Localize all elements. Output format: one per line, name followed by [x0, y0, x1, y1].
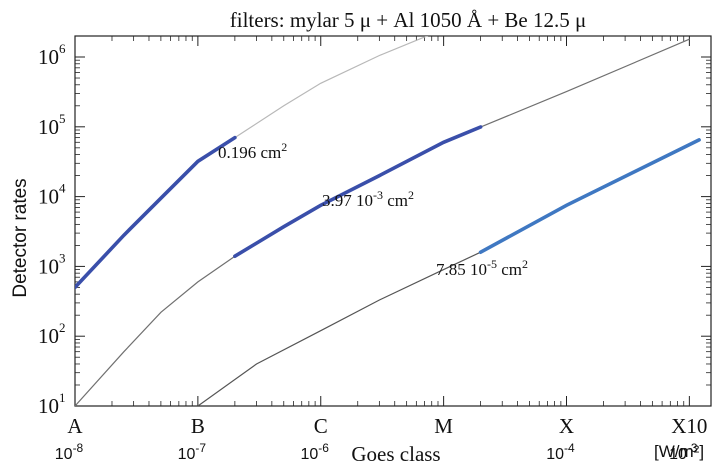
- y-axis-label: Detector rates: [10, 178, 31, 297]
- x-class-value: 10-6: [301, 441, 330, 463]
- x-class-letter: A: [67, 414, 83, 438]
- x-class-value: 10-8: [55, 441, 84, 463]
- y-tick-exponent: 5: [59, 111, 66, 126]
- series-highlight-2: [233, 125, 483, 258]
- x-class-letter: X10: [671, 414, 707, 438]
- series-highlight-1: [75, 135, 237, 290]
- series-line-2: [75, 38, 690, 406]
- x-class-letter: C: [314, 414, 328, 438]
- series-area-label-3: 7.85 10-5 cm2: [436, 257, 528, 279]
- x-class-value: 10-7: [178, 441, 207, 463]
- series-area-label-1: 0.196 cm2: [218, 140, 287, 162]
- y-tick-label: 10: [38, 394, 59, 418]
- y-tick-label: 10: [38, 254, 59, 278]
- y-tick-exponent: 4: [59, 181, 66, 196]
- series-highlight-3: [478, 138, 701, 254]
- y-tick-exponent: 3: [59, 250, 66, 265]
- x-class-letter: M: [434, 414, 453, 438]
- series-area-labels: 0.196 cm2 3.97 10-3 cm2 7.85 10-5 cm2: [218, 140, 528, 279]
- series-lines: [75, 36, 701, 406]
- x-class-value: 10-4: [546, 441, 575, 463]
- x-class-letter: B: [191, 414, 205, 438]
- chart-title: filters: mylar 5 μ + Al 1050 Å + Be 12.5…: [230, 8, 587, 32]
- y-tick-label: 10: [38, 324, 59, 348]
- x-axis-label: Goes class: [351, 442, 440, 466]
- y-tick-exponent: 2: [59, 320, 66, 335]
- y-tick-label: 10: [38, 45, 59, 69]
- plot-frame: [74, 35, 712, 407]
- y-tick-label: 10: [38, 115, 59, 139]
- y-tick-label: 10: [38, 185, 59, 209]
- x-unit-label: [W/m²]: [654, 442, 704, 461]
- x-class-letter: X: [559, 414, 574, 438]
- y-tick-exponent: 1: [59, 390, 66, 405]
- y-tick-exponent: 6: [59, 41, 66, 56]
- x-class-value: 10-3: [669, 441, 698, 463]
- series-area-label-2: 3.97 10-3 cm2: [322, 188, 414, 210]
